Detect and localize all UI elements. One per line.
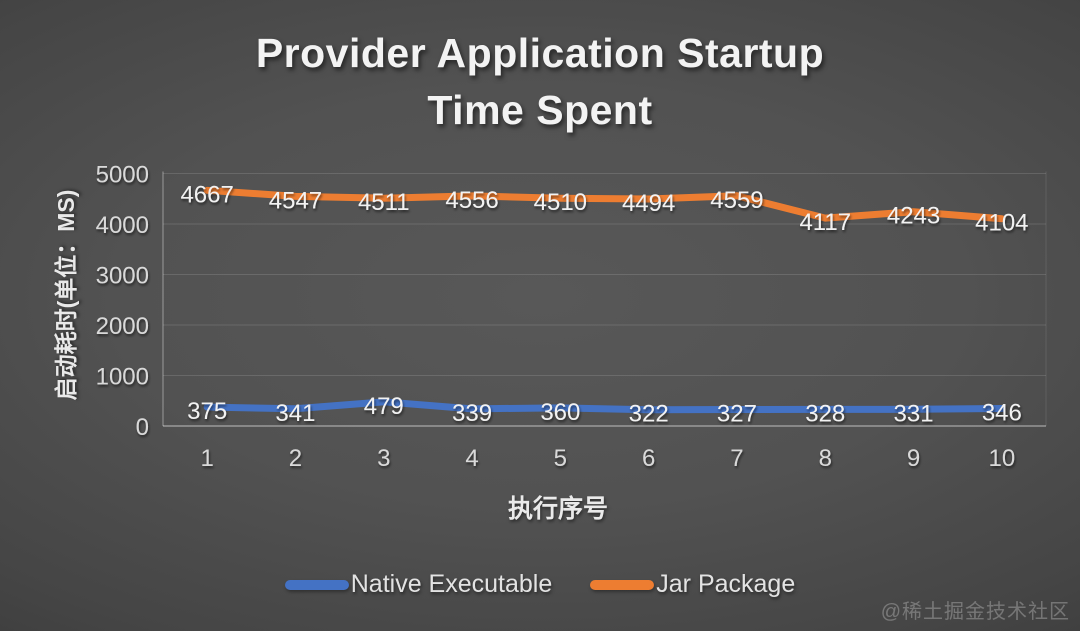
y-tick-label: 4000 — [96, 212, 149, 239]
legend-label-jar-package: Jar Package — [656, 570, 796, 598]
data-label-native-executable: 327 — [717, 400, 757, 427]
y-tick-label: 3000 — [96, 263, 149, 290]
data-label-native-executable: 346 — [982, 400, 1022, 427]
data-label-jar-package: 4511 — [358, 189, 410, 216]
legend-marker-jar-package — [590, 579, 655, 590]
data-label-native-executable: 339 — [452, 400, 492, 427]
series-line-jar-package — [203, 186, 1006, 223]
chart-title: Provider Application Startup Time Spent — [0, 25, 1080, 139]
x-axis-title: 执行序号 — [507, 495, 609, 523]
data-label-jar-package: 4117 — [799, 209, 851, 236]
data-label-jar-package: 4243 — [887, 203, 940, 230]
data-label-jar-package: 4547 — [269, 187, 322, 214]
x-tick-label: 7 — [730, 445, 743, 472]
y-tick-label: 1000 — [96, 364, 149, 391]
chart-legend: Native Executable Jar Package — [0, 570, 1080, 599]
data-label-native-executable: 331 — [894, 400, 934, 427]
y-axis-title: 启动耗时(单位：MS) — [53, 189, 79, 401]
data-label-native-executable: 328 — [805, 400, 845, 427]
data-label-native-executable: 341 — [275, 400, 315, 427]
legend-label-native-executable: Native Executable — [350, 570, 553, 598]
x-tick-label: 3 — [377, 445, 390, 472]
y-tick-label: 5000 — [96, 162, 149, 189]
x-tick-label: 5 — [554, 445, 567, 472]
legend-marker-native-executable — [284, 579, 349, 590]
data-label-jar-package: 4556 — [445, 187, 498, 214]
chart-title-line-2: Time Spent — [427, 87, 653, 133]
y-tick-label: 2000 — [96, 313, 149, 340]
data-label-jar-package: 4510 — [534, 189, 587, 216]
x-tick-label: 4 — [465, 445, 478, 472]
x-tick-label: 6 — [642, 445, 655, 472]
legend-item-jar-package: Jar Package — [590, 570, 795, 599]
y-tick-label: 0 — [136, 414, 149, 441]
data-label-native-executable: 322 — [629, 401, 669, 428]
legend-item-native-executable: Native Executable — [284, 570, 553, 599]
series-line-native-executable — [203, 398, 1006, 414]
x-tick-label: 8 — [819, 445, 832, 472]
x-tick-label: 10 — [988, 445, 1015, 472]
watermark: @稀土掘金技术社区 — [880, 601, 1070, 623]
x-tick-label: 1 — [200, 445, 213, 472]
chart-title-line-1: Provider Application Startup — [255, 30, 825, 76]
data-label-jar-package: 4494 — [622, 190, 675, 217]
data-label-native-executable: 375 — [187, 398, 227, 425]
data-label-jar-package: 4667 — [180, 181, 233, 208]
data-label-native-executable: 479 — [364, 393, 404, 420]
data-label-jar-package: 4559 — [710, 187, 763, 214]
x-tick-label: 9 — [907, 445, 920, 472]
x-tick-label: 2 — [289, 445, 302, 472]
data-label-native-executable: 360 — [540, 399, 580, 426]
data-label-jar-package: 4104 — [975, 210, 1028, 237]
